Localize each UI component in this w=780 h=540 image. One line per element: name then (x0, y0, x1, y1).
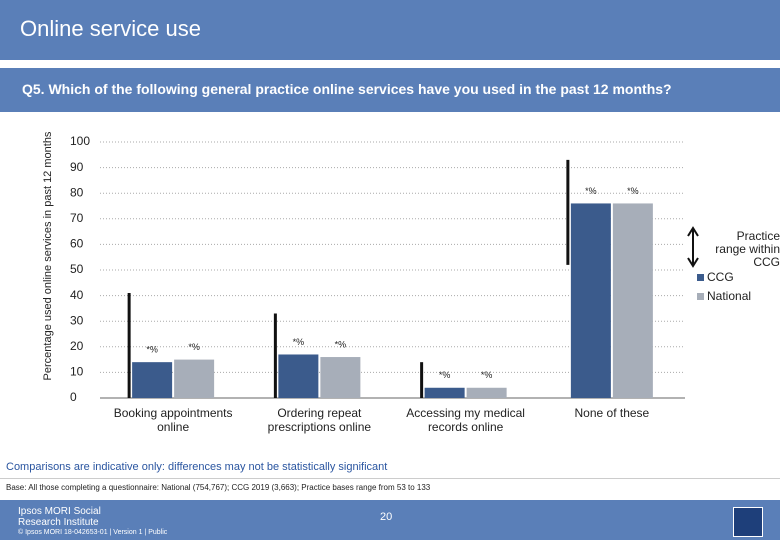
base-note: Base: All those completing a questionnai… (6, 483, 431, 492)
bar (424, 387, 465, 398)
x-tick-label: Booking appointments online (113, 406, 233, 434)
y-tick-label: 80 (70, 185, 84, 199)
bar (466, 387, 507, 398)
bar (612, 203, 653, 398)
value-label: *% (585, 186, 597, 196)
value-label: *% (481, 370, 493, 380)
x-tick-label: Accessing my medical records online (406, 406, 525, 434)
chart-title: Q5. Which of the following general pract… (22, 81, 672, 97)
legend-label: National (707, 289, 752, 303)
x-tick-label: None of these (574, 406, 650, 420)
y-tick-label: 60 (70, 237, 84, 251)
y-axis-label: Percentage used online services in past … (42, 131, 54, 380)
y-tick-label: 50 (70, 262, 84, 276)
legend-swatch (697, 293, 704, 300)
y-tick-label: 70 (70, 211, 84, 225)
y-tick-label: 100 (70, 134, 90, 148)
legend-label: Practice range within CCG (715, 229, 780, 269)
question-band (0, 68, 780, 112)
ipsos-badge (733, 507, 763, 537)
bar (174, 359, 215, 398)
y-tick-label: 0 (70, 390, 77, 404)
value-label: *% (627, 186, 639, 196)
bar (570, 203, 611, 398)
comparison-note: Comparisons are indicative only: differe… (6, 461, 388, 473)
value-label: *% (335, 339, 347, 349)
value-label: *% (293, 337, 305, 347)
bar (132, 362, 173, 398)
y-tick-label: 40 (70, 288, 84, 302)
page-number: 20 (380, 511, 393, 523)
value-label: *% (188, 342, 200, 352)
base-band (0, 478, 780, 502)
copyright: © Ipsos MORI 18-042653-01 | Version 1 | … (18, 529, 168, 536)
legend-label: CCG (707, 270, 734, 284)
bar (278, 354, 319, 398)
legend-swatch (697, 274, 704, 281)
value-label: *% (439, 370, 451, 380)
value-label: *% (146, 345, 158, 355)
y-tick-label: 20 (70, 339, 84, 353)
x-tick-label: Ordering repeat prescriptions online (267, 406, 372, 434)
y-tick-label: 90 (70, 160, 84, 174)
legend-range-arrow (687, 226, 699, 268)
logo-text: Ipsos MORI Social Research Institute (18, 506, 101, 528)
y-tick-label: 30 (70, 313, 84, 327)
bar (320, 357, 361, 398)
footer-band (0, 500, 780, 540)
header-band (0, 0, 780, 60)
slide-title: Online service use (20, 16, 201, 41)
y-tick-label: 10 (70, 365, 84, 379)
